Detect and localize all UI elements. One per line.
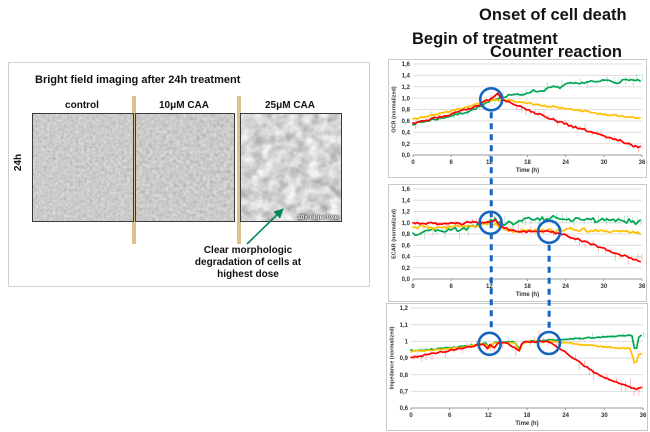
svg-text:0,8: 0,8 xyxy=(400,373,409,379)
ecar-chart: 0,0 0,2 0,4 0,6 0,8 1,0 1,2 1,4 1,6 0 6 12 18 24 30 36 T… xyxy=(388,184,647,302)
svg-text:0: 0 xyxy=(411,284,415,290)
svg-text:1: 1 xyxy=(405,340,409,346)
svg-text:1,0: 1,0 xyxy=(402,96,411,102)
svg-text:6: 6 xyxy=(448,413,452,419)
morphology-annotation: Clear morphologic degradation of cells a… xyxy=(194,245,302,280)
column-label-control: control xyxy=(65,100,99,111)
svg-text:0,0: 0,0 xyxy=(402,153,411,159)
svg-text:1,2: 1,2 xyxy=(400,306,409,312)
svg-text:12: 12 xyxy=(486,160,493,166)
svg-text:0,4: 0,4 xyxy=(402,255,411,261)
svg-text:1,6: 1,6 xyxy=(402,62,411,68)
svg-text:0,2: 0,2 xyxy=(402,142,411,148)
svg-text:Time (h): Time (h) xyxy=(515,421,538,427)
title-counter-reaction: Counter reaction xyxy=(490,43,623,61)
svg-text:OCR (normalized): OCR (normalized) xyxy=(392,86,398,133)
divider-bar xyxy=(237,96,241,244)
svg-text:1,0: 1,0 xyxy=(402,221,411,227)
brightfield-panel: Bright field imaging after 24h treatment… xyxy=(8,62,370,287)
svg-text:0,6: 0,6 xyxy=(402,243,411,249)
svg-text:Time (h): Time (h) xyxy=(516,168,539,174)
impedance-chart: 0,6 0,7 0,8 0,9 1 1,1 1,2 0 6 12 18 24 30 36 Time (h) I… xyxy=(386,303,648,431)
svg-text:36: 36 xyxy=(639,160,646,166)
svg-text:1,1: 1,1 xyxy=(400,323,409,329)
title-onset-of-cell-death: Onset of cell death xyxy=(479,6,627,24)
svg-text:18: 18 xyxy=(524,160,531,166)
svg-text:Time (h): Time (h) xyxy=(516,292,539,298)
microscopy-image-10um xyxy=(135,113,235,222)
svg-text:1,2: 1,2 xyxy=(402,85,411,91)
svg-text:0,8: 0,8 xyxy=(402,108,411,114)
svg-text:30: 30 xyxy=(600,284,607,290)
title-begin-of-treatment: Begin of treatment xyxy=(412,30,558,48)
svg-text:0,4: 0,4 xyxy=(402,130,411,136)
svg-text:30: 30 xyxy=(601,413,608,419)
svg-text:0,9: 0,9 xyxy=(400,356,409,362)
svg-text:12: 12 xyxy=(485,413,492,419)
svg-text:1,6: 1,6 xyxy=(402,187,411,193)
svg-text:Impedance (normalized): Impedance (normalized) xyxy=(390,326,396,389)
svg-text:0,6: 0,6 xyxy=(400,406,409,412)
svg-text:12: 12 xyxy=(486,284,493,290)
svg-text:6: 6 xyxy=(449,160,453,166)
column-label-25um-caa: 25μM CAA xyxy=(264,100,315,111)
svg-text:1,2: 1,2 xyxy=(402,210,411,216)
svg-text:1,4: 1,4 xyxy=(402,74,411,80)
panel-title: Bright field imaging after 24h treatment xyxy=(35,74,241,86)
svg-text:0,0: 0,0 xyxy=(402,277,411,283)
svg-text:0,2: 0,2 xyxy=(402,266,411,272)
microscopy-image-control xyxy=(32,113,134,222)
svg-text:30: 30 xyxy=(600,160,607,166)
ocr-chart: 0,0 0,2 0,4 0,6 0,8 1,0 1,2 1,4 1,6 0 6 12 18 24 30 36 T… xyxy=(388,59,647,178)
svg-text:24: 24 xyxy=(562,160,569,166)
svg-text:18: 18 xyxy=(524,413,531,419)
svg-text:1,4: 1,4 xyxy=(402,198,411,204)
svg-text:24: 24 xyxy=(562,284,569,290)
row-label-24h: 24h xyxy=(13,153,25,172)
column-label-10um-caa: 10μM CAA xyxy=(158,100,209,111)
svg-text:0,6: 0,6 xyxy=(402,119,411,125)
svg-text:36: 36 xyxy=(639,284,646,290)
svg-text:0,8: 0,8 xyxy=(402,232,411,238)
divider-bar xyxy=(132,96,136,244)
svg-text:0: 0 xyxy=(411,160,415,166)
svg-text:0,7: 0,7 xyxy=(400,390,409,396)
svg-text:36: 36 xyxy=(640,413,647,419)
svg-text:24: 24 xyxy=(562,413,569,419)
microscopy-image-25um: 10x objective xyxy=(240,113,342,222)
svg-text:0: 0 xyxy=(409,413,413,419)
svg-text:ECAR (normalized): ECAR (normalized) xyxy=(392,209,398,259)
svg-text:18: 18 xyxy=(524,284,531,290)
svg-text:6: 6 xyxy=(449,284,453,290)
